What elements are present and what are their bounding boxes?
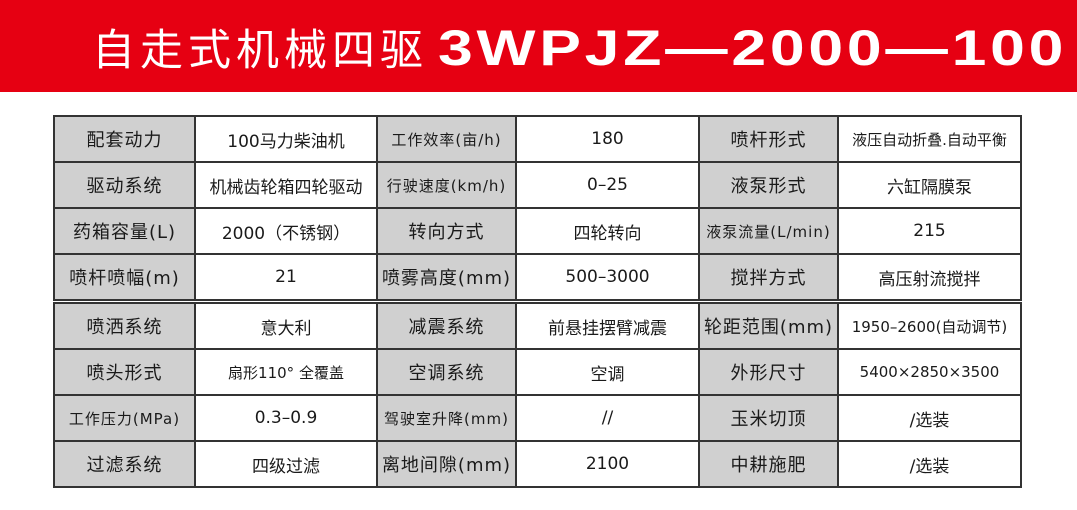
spec-label: 外形尺寸: [698, 348, 838, 396]
spec-label: 轮距范围(mm): [698, 299, 838, 350]
spec-label: 喷杆形式: [698, 115, 838, 163]
spec-label: 转向方式: [376, 207, 516, 255]
spec-label: 玉米切顶: [698, 394, 838, 442]
spec-value: 180: [515, 115, 699, 163]
spec-value: 1950–2600(自动调节): [837, 299, 1021, 350]
spec-value: 四级过滤: [194, 440, 377, 488]
spec-value: /选装: [837, 440, 1021, 488]
spec-label: 喷洒系统: [54, 299, 195, 350]
spec-label: 搅拌方式: [698, 253, 838, 303]
spec-value: 前悬挂摆臂减震: [515, 299, 699, 350]
spec-value: 意大利: [194, 299, 377, 350]
spec-value: 四轮转向: [515, 207, 699, 255]
spec-label: 液泵流量(L/min): [698, 207, 838, 255]
spec-value: 0–25: [515, 161, 699, 209]
spec-label: 工作压力(MPa): [54, 394, 195, 442]
spec-value: 液压自动折叠.自动平衡: [837, 115, 1021, 163]
table-row: 工作压力(MPa) 0.3–0.9 驾驶室升降(mm)//玉米切顶/选装: [54, 394, 1021, 442]
spec-label: 过滤系统: [54, 440, 195, 488]
table-row: 药箱容量(L) 2000（不锈钢） 转向方式 四轮转向 液泵流量(L/min) 215: [54, 207, 1021, 255]
spec-value: 0.3–0.9: [194, 394, 377, 442]
spec-label: 喷杆喷幅(m): [54, 253, 195, 303]
table-row: 喷杆喷幅(m) 21 喷雾高度(mm) 500–3000 搅拌方式 高压射流搅拌: [54, 253, 1021, 303]
table-row: 配套动力 100马力柴油机 工作效率(亩/h) 180 喷杆形式 液压自动折叠.自动平衡: [54, 115, 1021, 163]
spec-value: 扇形110° 全覆盖: [194, 348, 377, 396]
title-model-number: 3WPJZ—2000—100: [438, 20, 1068, 76]
spec-label: 喷雾高度(mm): [376, 253, 516, 303]
table-row: 喷头形式 扇形110° 全覆盖 空调系统 空调 外形尺寸 5400×2850×3500: [54, 348, 1021, 396]
spec-label: 驱动系统: [54, 161, 195, 209]
table-row: 驱动系统 机械齿轮箱四轮驱动 行驶速度(km/h) 0–25 液泵形式 六缸隔膜泵: [54, 161, 1021, 209]
spec-value: 5400×2850×3500: [837, 348, 1021, 396]
page-title: 自走式机械四驱 3WPJZ—2000—100: [92, 18, 1063, 78]
spec-label: 驾驶室升降(mm): [376, 394, 516, 442]
spec-label: 药箱容量(L): [54, 207, 195, 255]
spec-value: 机械齿轮箱四轮驱动: [194, 161, 377, 209]
spec-label: 工作效率(亩/h): [376, 115, 516, 163]
title-product-name: 自走式机械四驱: [92, 26, 428, 76]
spec-label: 减震系统: [376, 299, 516, 350]
spec-label: 空调系统: [376, 348, 516, 396]
spec-label: 行驶速度(km/h): [376, 161, 516, 209]
table-row: 喷洒系统 意大利 减震系统 前悬挂摆臂减震 轮距范围(mm) 1950–2600(自动调节…: [54, 299, 1021, 350]
spec-label: 喷头形式: [54, 348, 195, 396]
spec-value: /选装: [837, 394, 1021, 442]
spec-label: 配套动力: [54, 115, 195, 163]
table-row: 过滤系统 四级过滤 离地间隙(mm) 2100 中耕施肥/选装: [54, 440, 1021, 488]
spec-value: 2000（不锈钢）: [194, 207, 377, 255]
spec-value: 高压射流搅拌: [837, 253, 1021, 303]
spec-value: //: [515, 394, 699, 442]
spec-value: 500–3000: [515, 253, 699, 303]
spec-label: 液泵形式: [698, 161, 838, 209]
spec-label: 中耕施肥: [698, 440, 838, 488]
spec-value: 六缸隔膜泵: [837, 161, 1021, 209]
spec-value: 2100: [515, 440, 699, 488]
spec-value: 215: [837, 207, 1021, 255]
spec-table: 配套动力 100马力柴油机 工作效率(亩/h) 180 喷杆形式 液压自动折叠.自动平衡驱…: [53, 115, 1022, 488]
spec-value: 100马力柴油机: [194, 115, 377, 163]
title-banner: 自走式机械四驱 3WPJZ—2000—100: [0, 0, 1077, 92]
spec-value: 21: [194, 253, 377, 303]
spec-value: 空调: [515, 348, 699, 396]
spec-label: 离地间隙(mm): [376, 440, 516, 488]
